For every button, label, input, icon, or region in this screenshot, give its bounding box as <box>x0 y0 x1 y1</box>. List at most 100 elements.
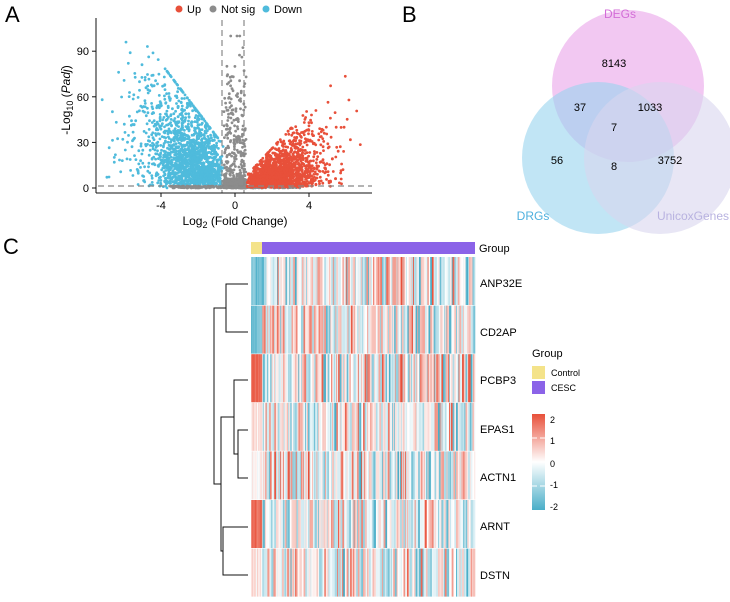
up-point <box>302 182 305 186</box>
down-point <box>210 172 214 175</box>
heatmap-cell <box>355 257 357 305</box>
down-point <box>187 115 191 119</box>
down-point <box>135 168 139 171</box>
heatmap-cell <box>444 257 447 305</box>
down-point <box>155 106 159 110</box>
heatmap-cell <box>341 305 343 354</box>
heatmap-cell <box>280 305 282 354</box>
up-point <box>292 161 296 165</box>
up-point <box>306 171 309 175</box>
down-point <box>166 131 170 135</box>
down-point <box>173 167 177 171</box>
heatmap-cell <box>282 257 285 305</box>
down-point <box>143 76 147 79</box>
down-point <box>171 180 175 183</box>
heatmap-cell <box>322 257 324 305</box>
heatmap-cell <box>364 257 366 305</box>
heatmap-cell <box>319 257 321 305</box>
down-point <box>160 148 163 152</box>
down-point <box>144 86 148 90</box>
heatmap-cell <box>359 305 361 354</box>
down-point <box>194 164 198 168</box>
down-point <box>170 124 173 128</box>
up-point <box>305 110 308 113</box>
up-point <box>272 159 276 162</box>
down-point <box>170 158 173 162</box>
heatmap-cell <box>387 305 390 354</box>
down-point <box>131 130 135 134</box>
venn-drgs-unicox: 8 <box>611 161 617 173</box>
down-point <box>155 141 159 145</box>
notsig-point <box>229 112 233 115</box>
down-point <box>174 142 178 146</box>
notsig-point <box>238 172 242 176</box>
heatmap-cell <box>411 305 413 354</box>
heatmap-cell <box>295 305 297 354</box>
up-point <box>294 180 297 184</box>
heatmap-cell <box>262 257 264 305</box>
down-point <box>176 83 180 87</box>
notsig-point <box>244 138 248 141</box>
down-point <box>185 173 189 177</box>
down-point <box>197 164 201 168</box>
down-point <box>181 91 185 94</box>
down-point <box>206 161 210 165</box>
venn-degs-unicox: 1033 <box>638 102 662 114</box>
heatmap-cell <box>325 257 328 305</box>
heatmap-cell <box>375 305 377 354</box>
down-point <box>144 143 148 146</box>
up-point <box>318 127 322 130</box>
down-point <box>203 174 207 178</box>
down-point <box>105 175 109 179</box>
heatmap-cell <box>299 305 301 354</box>
down-point <box>155 128 158 132</box>
heatmap-cell <box>363 305 365 354</box>
heatmap-cell <box>273 305 275 354</box>
heatmap-cell <box>251 257 254 305</box>
group-annotation-label: Group <box>479 243 510 255</box>
up-point <box>319 143 323 147</box>
heatmap-cell <box>419 257 422 305</box>
heatmap-cell <box>282 257 284 305</box>
heatmap-cell <box>294 305 296 354</box>
heatmap-cell <box>448 257 450 305</box>
up-point <box>308 151 312 154</box>
down-point <box>183 97 186 100</box>
up-point <box>250 179 254 183</box>
notsig-point <box>241 46 245 49</box>
up-point <box>284 133 288 136</box>
heatmap-cell <box>302 305 304 354</box>
up-point <box>326 170 330 174</box>
up-point <box>307 121 311 124</box>
down-point <box>165 157 169 161</box>
up-point <box>294 125 298 129</box>
notsig-point <box>234 177 238 181</box>
heatmap-cell <box>443 257 445 305</box>
up-point <box>307 128 311 132</box>
up-point <box>292 151 296 154</box>
notsig-point <box>222 163 226 167</box>
up-point <box>295 128 299 132</box>
heatmap-cell <box>370 305 372 354</box>
heatmap-cell <box>378 305 380 354</box>
heatmap-cell <box>371 305 373 354</box>
down-point <box>143 99 147 103</box>
down-point <box>148 119 151 123</box>
heatmap-cell <box>278 305 280 354</box>
down-point <box>155 152 159 156</box>
heatmap-cell <box>322 305 324 354</box>
down-point <box>205 176 208 180</box>
up-point <box>289 166 293 170</box>
down-point <box>174 122 178 126</box>
down-point <box>156 181 160 185</box>
heatmap-cell <box>305 305 307 354</box>
down-point <box>170 171 174 175</box>
down-point <box>182 158 186 161</box>
notsig-point <box>235 117 238 121</box>
down-point <box>181 121 185 125</box>
down-point <box>189 178 193 181</box>
notsig-point <box>235 34 239 38</box>
down-point <box>167 157 171 161</box>
notsig-point <box>233 147 236 151</box>
up-point <box>338 181 341 185</box>
